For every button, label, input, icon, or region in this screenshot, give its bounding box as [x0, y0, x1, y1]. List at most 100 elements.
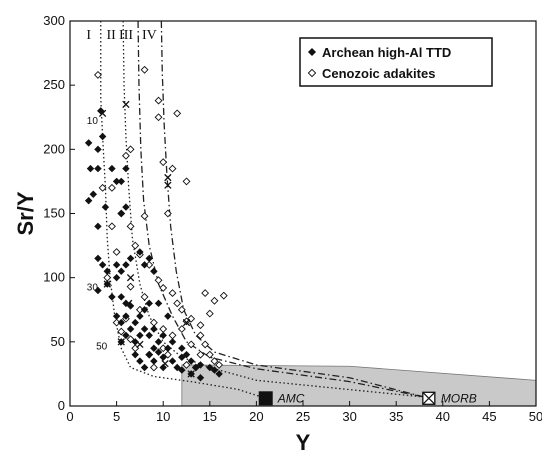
- ttd-point: [94, 222, 102, 231]
- legend-box: [299, 37, 493, 87]
- ttd-point: [122, 164, 130, 173]
- ttd-point: [215, 370, 223, 378]
- reference-label-morb: MORB: [441, 391, 477, 405]
- adakite-point: [182, 177, 191, 186]
- adakite-point: [196, 350, 205, 359]
- ttd-point: [84, 196, 93, 205]
- ttd-point: [210, 366, 219, 374]
- x-tick-label: 25: [296, 409, 310, 424]
- x-marker: [98, 109, 107, 118]
- adakite-point: [187, 340, 196, 349]
- curve-fraction-label: 30: [87, 283, 99, 294]
- adakite-point: [210, 296, 219, 305]
- ttd-point: [103, 267, 112, 275]
- ttd-point: [145, 299, 153, 308]
- reference-label-amc: AMC: [277, 391, 305, 405]
- x-marker: [117, 338, 125, 346]
- ttd-point: [192, 363, 200, 372]
- x-tick-label: 35: [389, 409, 403, 424]
- ttd-point: [126, 254, 135, 263]
- ttd-point: [94, 286, 102, 295]
- x-tick-label: 30: [342, 409, 356, 424]
- adakite-point: [201, 289, 210, 298]
- x-marker: [122, 100, 130, 109]
- ttd-point: [150, 325, 158, 333]
- ttd-point: [178, 353, 186, 361]
- adakite-point: [98, 183, 107, 192]
- adakite-point: [126, 145, 135, 154]
- legend-entry-archean: Archean high-Al TTD: [322, 45, 451, 60]
- shaded-region-layer: [181, 364, 537, 407]
- ttd-point: [117, 318, 125, 327]
- ttd-point: [122, 261, 130, 269]
- adakite-point: [168, 164, 177, 173]
- adakite-point: [108, 222, 116, 231]
- y-tick-label: 300: [43, 13, 65, 28]
- adakite-point: [149, 318, 158, 327]
- curve-iii: [137, 20, 425, 398]
- ttd-point: [136, 248, 144, 256]
- adakite-point: [163, 209, 172, 218]
- ttd-point: [94, 254, 102, 263]
- curve-label-iv: IV: [142, 28, 157, 43]
- adakite-point: [108, 183, 116, 192]
- reference-points-layer: AMC MORB: [258, 391, 477, 406]
- ttd-point: [126, 325, 135, 333]
- x-marker: [187, 370, 195, 378]
- ttd-point: [159, 363, 167, 372]
- amc-marker: [258, 391, 273, 406]
- ttd-point: [108, 293, 116, 301]
- adakite-point: [131, 241, 140, 250]
- ttd-point: [136, 357, 144, 365]
- ttd-point: [164, 312, 172, 320]
- ttd-point: [196, 361, 205, 369]
- axis-ticks-layer: 0 5 10 15 20 25 30 35 40 45 50 0 50 100 150 200 250 300: [43, 13, 542, 424]
- ttd-point: [159, 353, 167, 361]
- x-tick-label: 45: [482, 409, 496, 424]
- ttd-point: [150, 357, 158, 365]
- morb-marker-cross: [422, 391, 436, 405]
- adakite-point: [168, 289, 177, 298]
- ttd-point: [122, 203, 130, 211]
- ttd-point: [168, 357, 177, 365]
- adakite-point: [126, 335, 135, 344]
- adakite-point: [140, 292, 149, 301]
- x-marker: [161, 359, 169, 368]
- ttd-point: [122, 312, 130, 320]
- y-tick-label: 200: [43, 141, 65, 156]
- ttd-point: [94, 164, 102, 173]
- adakite-point: [177, 325, 186, 333]
- adakite-point: [140, 212, 149, 221]
- ttd-point: [140, 363, 149, 372]
- ttd-point: [89, 190, 98, 198]
- adakite-point: [117, 327, 126, 336]
- ttd-point: [168, 338, 177, 346]
- adakite-point: [205, 309, 214, 318]
- shaded-region: [181, 364, 537, 407]
- ttd-point: [140, 306, 149, 314]
- ttd-point: [145, 254, 153, 263]
- ttd-point: [145, 331, 153, 340]
- ttd-point: [94, 145, 102, 154]
- ttd-point: [122, 331, 130, 340]
- adakite-point: [173, 109, 182, 118]
- adakite-point: [196, 331, 205, 340]
- curve-i: [100, 21, 266, 399]
- y-tick-label: 50: [51, 334, 65, 349]
- legend-entry-cenozoic: Cenozoic adakites: [322, 66, 435, 81]
- adakite-point: [177, 305, 186, 314]
- x-tick-label: 20: [249, 409, 263, 424]
- x-marker: [103, 280, 111, 288]
- ttd-point: [178, 366, 186, 374]
- ttd-point: [136, 312, 144, 320]
- ttd-point: [140, 325, 149, 333]
- ttd-point: [140, 261, 149, 269]
- legend-marker-open-diamond: [307, 68, 317, 78]
- adakite-point: [103, 273, 112, 282]
- adakite-point: [159, 283, 168, 292]
- ttd-point: [112, 273, 121, 282]
- y-tick-label: 250: [43, 77, 65, 92]
- ttd-point: [117, 209, 125, 218]
- legend-diamond-open: [307, 68, 317, 78]
